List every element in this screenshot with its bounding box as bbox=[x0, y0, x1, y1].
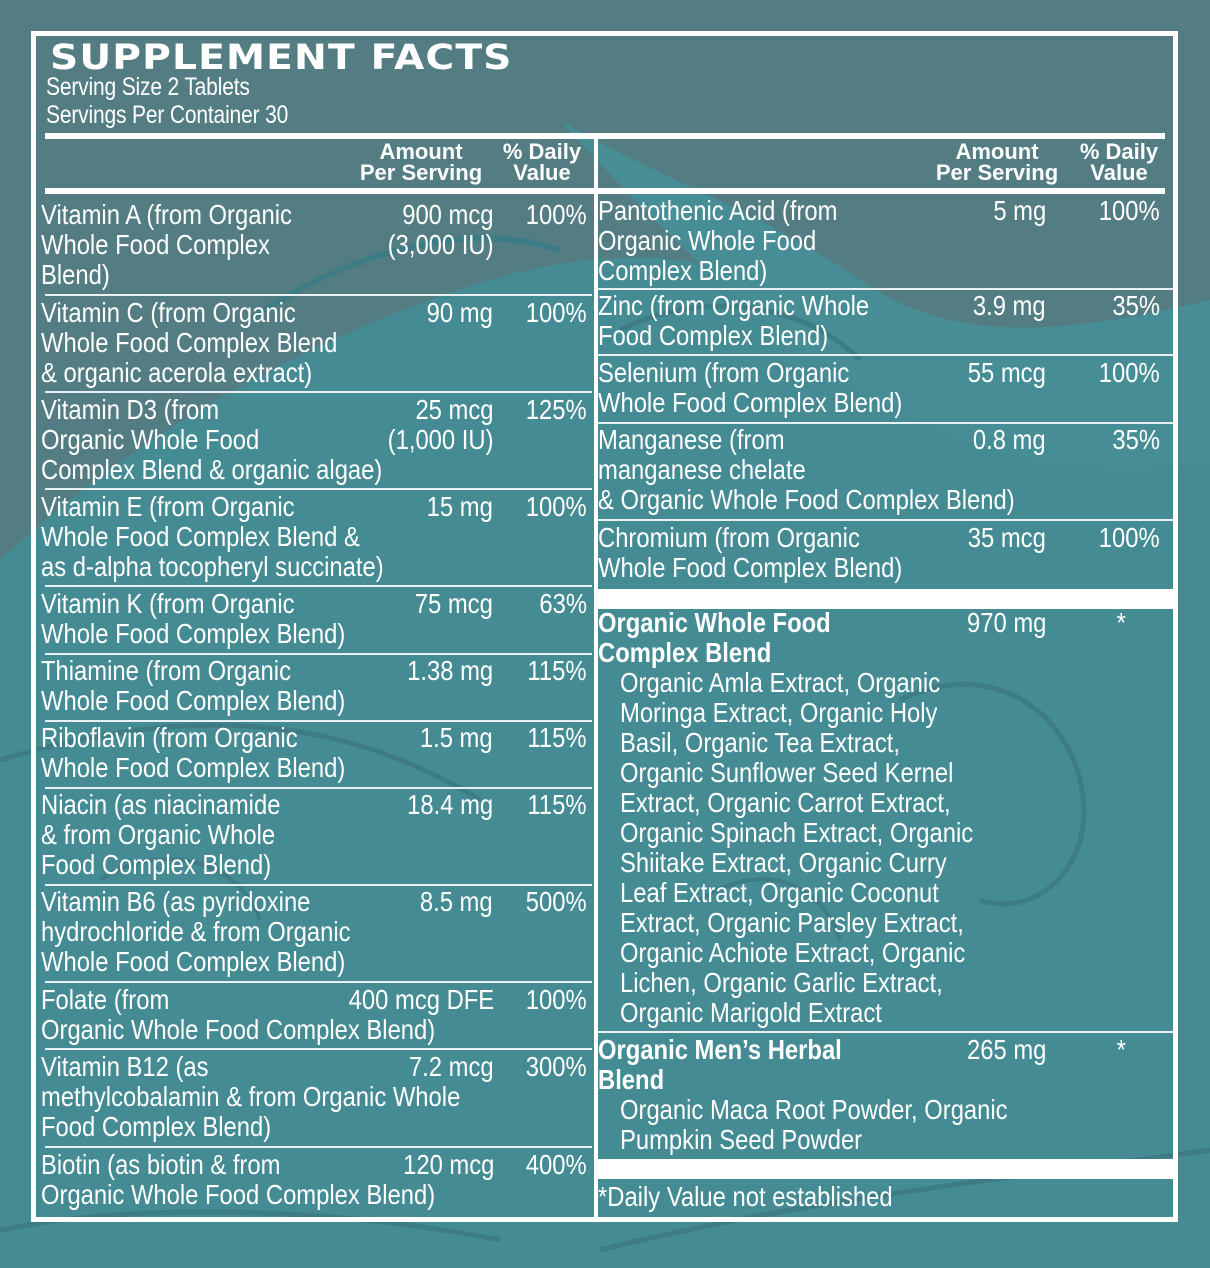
section-bar-blends bbox=[598, 589, 1173, 609]
row-divider bbox=[45, 488, 592, 490]
serving-size: Serving Size 2 Tablets bbox=[46, 73, 250, 101]
panel-title: SUPPLEMENT FACTS bbox=[50, 38, 513, 78]
header-rule-left-top bbox=[45, 133, 594, 139]
column-divider bbox=[594, 133, 598, 1217]
row-divider bbox=[45, 294, 592, 296]
row-divider bbox=[598, 519, 1173, 521]
col-header-dv-right: % Daily Value bbox=[1079, 139, 1159, 185]
row-divider bbox=[45, 1146, 592, 1148]
row-divider bbox=[45, 981, 592, 983]
row-divider bbox=[45, 391, 592, 393]
row-divider bbox=[45, 1048, 592, 1050]
servings-per-container: Servings Per Container 30 bbox=[46, 101, 289, 129]
footnote: *Daily Value not established bbox=[598, 1181, 893, 1212]
row-divider bbox=[45, 653, 592, 655]
row-divider bbox=[45, 787, 592, 789]
row-divider bbox=[45, 884, 592, 886]
row-divider bbox=[45, 585, 592, 587]
row-divider bbox=[598, 1031, 1173, 1033]
row-divider bbox=[598, 354, 1173, 356]
col-header-amount-right: Amount Per Serving bbox=[935, 139, 1059, 185]
col-header-amount-left: Amount Per Serving bbox=[359, 139, 483, 185]
col-header-dv-left: % Daily Value bbox=[502, 139, 582, 185]
supplement-facts-panel: SUPPLEMENT FACTS Serving Size 2 Tablets … bbox=[31, 31, 1178, 1222]
row-divider bbox=[598, 422, 1173, 424]
header-rule-right-bottom bbox=[598, 188, 1165, 194]
header-rule-right-top bbox=[598, 133, 1165, 139]
section-bar-footnote bbox=[598, 1159, 1173, 1179]
row-divider bbox=[598, 288, 1173, 290]
row-divider bbox=[45, 720, 592, 722]
header-rule-left-bottom bbox=[45, 188, 594, 194]
